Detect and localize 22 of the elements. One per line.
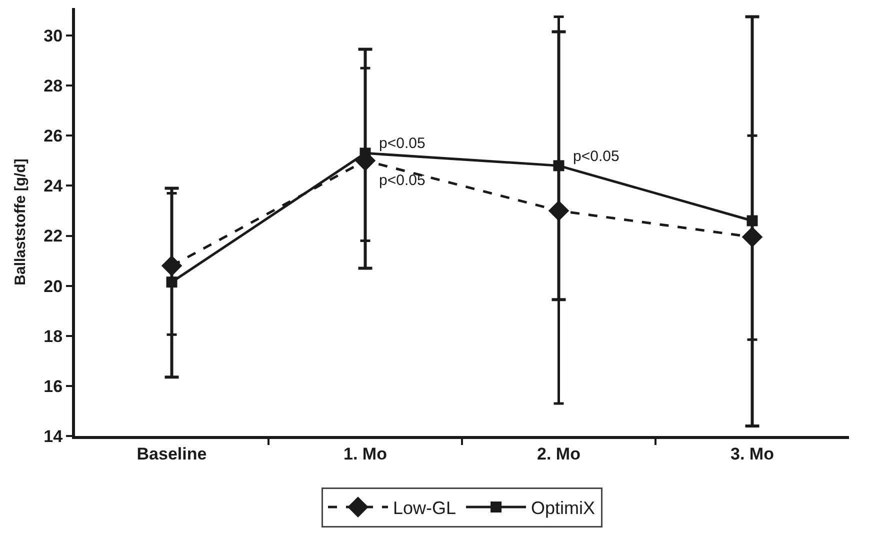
x-tick-label: 1. Mo — [344, 444, 387, 464]
annotation: p<0.05 — [379, 135, 426, 152]
y-tick-label: 20 — [44, 276, 63, 296]
y-tick-label: 14 — [44, 426, 64, 446]
point — [166, 276, 178, 288]
legend-label: Low-GL — [393, 498, 456, 518]
annotation: p<0.05 — [573, 148, 620, 165]
x-tick-label: Baseline — [136, 444, 207, 464]
y-tick-label: 18 — [44, 326, 63, 346]
point — [746, 215, 758, 226]
y-tick-label: 22 — [44, 226, 63, 246]
legend-label: OptimiX — [531, 498, 596, 518]
annotation: p<0.05 — [379, 172, 426, 189]
y-tick-label: 24 — [44, 176, 64, 196]
y-tick-label: 16 — [44, 376, 63, 396]
y-tick-label: 28 — [44, 76, 63, 96]
y-axis-title: Ballaststoffe [g/d] — [12, 158, 29, 286]
point — [553, 160, 564, 172]
y-tick-label: 30 — [44, 26, 63, 46]
x-tick-label: 2. Mo — [537, 444, 580, 464]
y-tick-label: 26 — [44, 126, 63, 146]
x-tick-label: 3. Mo — [730, 444, 774, 464]
